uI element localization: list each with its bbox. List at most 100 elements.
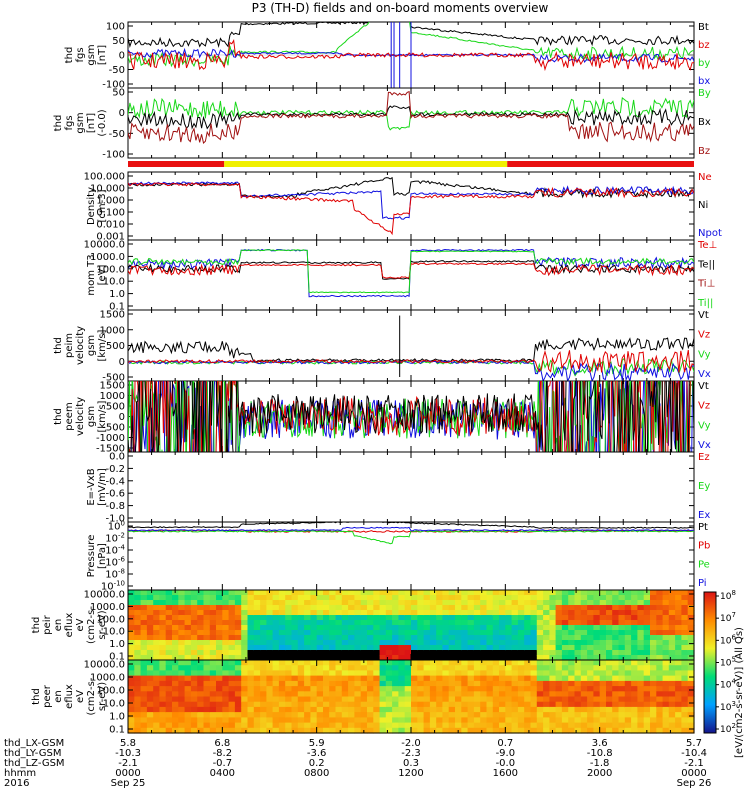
heatmap-cell	[146, 640, 154, 646]
heatmap-cell	[499, 686, 506, 692]
heatmap-cell	[411, 595, 418, 601]
heatmap-cell	[140, 650, 148, 656]
heatmap-cell	[165, 605, 173, 611]
heatmap-cell	[385, 722, 393, 729]
heatmap-cell	[335, 610, 343, 616]
heatmap-cell	[209, 595, 217, 601]
heatmap-cell	[650, 600, 657, 606]
heatmap-cell	[511, 635, 519, 641]
heatmap-cell	[341, 655, 349, 661]
heatmap-cell	[668, 675, 676, 682]
heatmap-cell	[499, 675, 506, 682]
heatmap-cell	[612, 655, 620, 661]
row-value: -10.4	[681, 748, 707, 759]
heatmap-cell	[146, 727, 154, 734]
heatmap-cell	[310, 665, 318, 671]
heatmap-cell	[323, 645, 330, 651]
heatmap-cell	[153, 660, 161, 666]
heatmap-cell	[505, 610, 513, 616]
heatmap-cell	[216, 722, 223, 729]
heatmap-cell	[499, 680, 506, 687]
heatmap-cell	[624, 691, 632, 698]
heatmap-cell	[455, 600, 462, 606]
heatmap-cell	[675, 665, 682, 671]
legend-entry: Bx	[698, 117, 711, 128]
heatmap-cell	[499, 670, 506, 677]
heatmap-cell	[593, 712, 601, 718]
heatmap-cell	[574, 691, 582, 698]
heatmap-cell	[379, 706, 387, 713]
heatmap-cell	[580, 712, 588, 718]
heatmap-cell	[379, 727, 387, 734]
heatmap-cell	[367, 640, 374, 646]
heatmap-cell	[216, 605, 223, 611]
heatmap-cell	[473, 625, 481, 631]
heatmap-cell	[172, 600, 179, 606]
heatmap-cell	[499, 595, 506, 601]
heatmap-cell	[354, 691, 362, 698]
heatmap-cell	[385, 686, 393, 692]
heatmap-cell	[517, 706, 525, 713]
heatmap-cell	[178, 680, 186, 687]
heatmap-cell	[253, 665, 261, 671]
heatmap-cell	[165, 650, 173, 656]
y-tick-label: 100.0	[96, 264, 125, 275]
y-tick-label: -1500	[96, 444, 125, 455]
heatmap-cell	[624, 620, 632, 626]
heatmap-cell	[190, 660, 198, 666]
heatmap-cell	[486, 640, 494, 646]
heatmap-cell	[643, 605, 651, 611]
heatmap-cell	[128, 590, 135, 596]
heatmap-cell	[404, 590, 412, 596]
heatmap-cell	[436, 605, 444, 611]
heatmap-cell	[316, 650, 324, 656]
heatmap-cell	[172, 686, 179, 692]
heatmap-cell	[574, 701, 582, 708]
series-group	[128, 315, 694, 381]
heatmap-cell	[486, 595, 494, 601]
heatmap-cell	[316, 722, 324, 729]
heatmap-cell	[216, 727, 223, 734]
heatmap-cell	[367, 680, 374, 687]
heatmap-cell	[348, 706, 355, 713]
heatmap-cell	[241, 706, 249, 713]
heatmap-cell	[599, 686, 607, 692]
heatmap-cell	[423, 610, 431, 616]
heatmap-cell	[668, 615, 676, 621]
heatmap-cell	[411, 625, 418, 631]
heatmap-cell	[260, 605, 267, 611]
heatmap-cell	[310, 701, 318, 708]
heatmap-cell	[574, 605, 582, 611]
heatmap-cell	[323, 686, 330, 692]
heatmap-cell	[335, 712, 343, 718]
heatmap-cell	[260, 625, 267, 631]
heatmap-cell	[561, 605, 569, 611]
heatmap-cell	[297, 645, 305, 651]
row-value: -8.2	[213, 748, 233, 759]
heatmap-cell	[404, 691, 412, 698]
heatmap-cell	[197, 665, 205, 671]
heatmap-cell	[266, 665, 274, 671]
heatmap-cell	[574, 665, 582, 671]
heatmap-cell	[222, 600, 230, 606]
heatmap-cell	[134, 675, 142, 682]
heatmap-cell	[392, 610, 399, 616]
heatmap-cell	[543, 635, 550, 641]
heatmap-cell	[266, 712, 274, 718]
colorbar-bar	[703, 591, 717, 734]
heatmap-cell	[153, 645, 161, 651]
heatmap-cell	[574, 670, 582, 677]
heatmap-cell	[637, 620, 645, 626]
heatmap-cell	[178, 727, 186, 734]
heatmap-cell	[222, 610, 230, 616]
heatmap-cell	[165, 727, 173, 734]
series-Vx-line	[128, 360, 694, 381]
heatmap-cell	[228, 595, 236, 601]
heatmap-cell	[492, 675, 500, 682]
heatmap-cell	[266, 640, 274, 646]
heatmap-cell	[505, 686, 513, 692]
heatmap-cell	[316, 615, 324, 621]
heatmap-cell	[687, 630, 695, 636]
heatmap-cell	[304, 701, 311, 708]
series-Ne-line	[128, 182, 694, 236]
